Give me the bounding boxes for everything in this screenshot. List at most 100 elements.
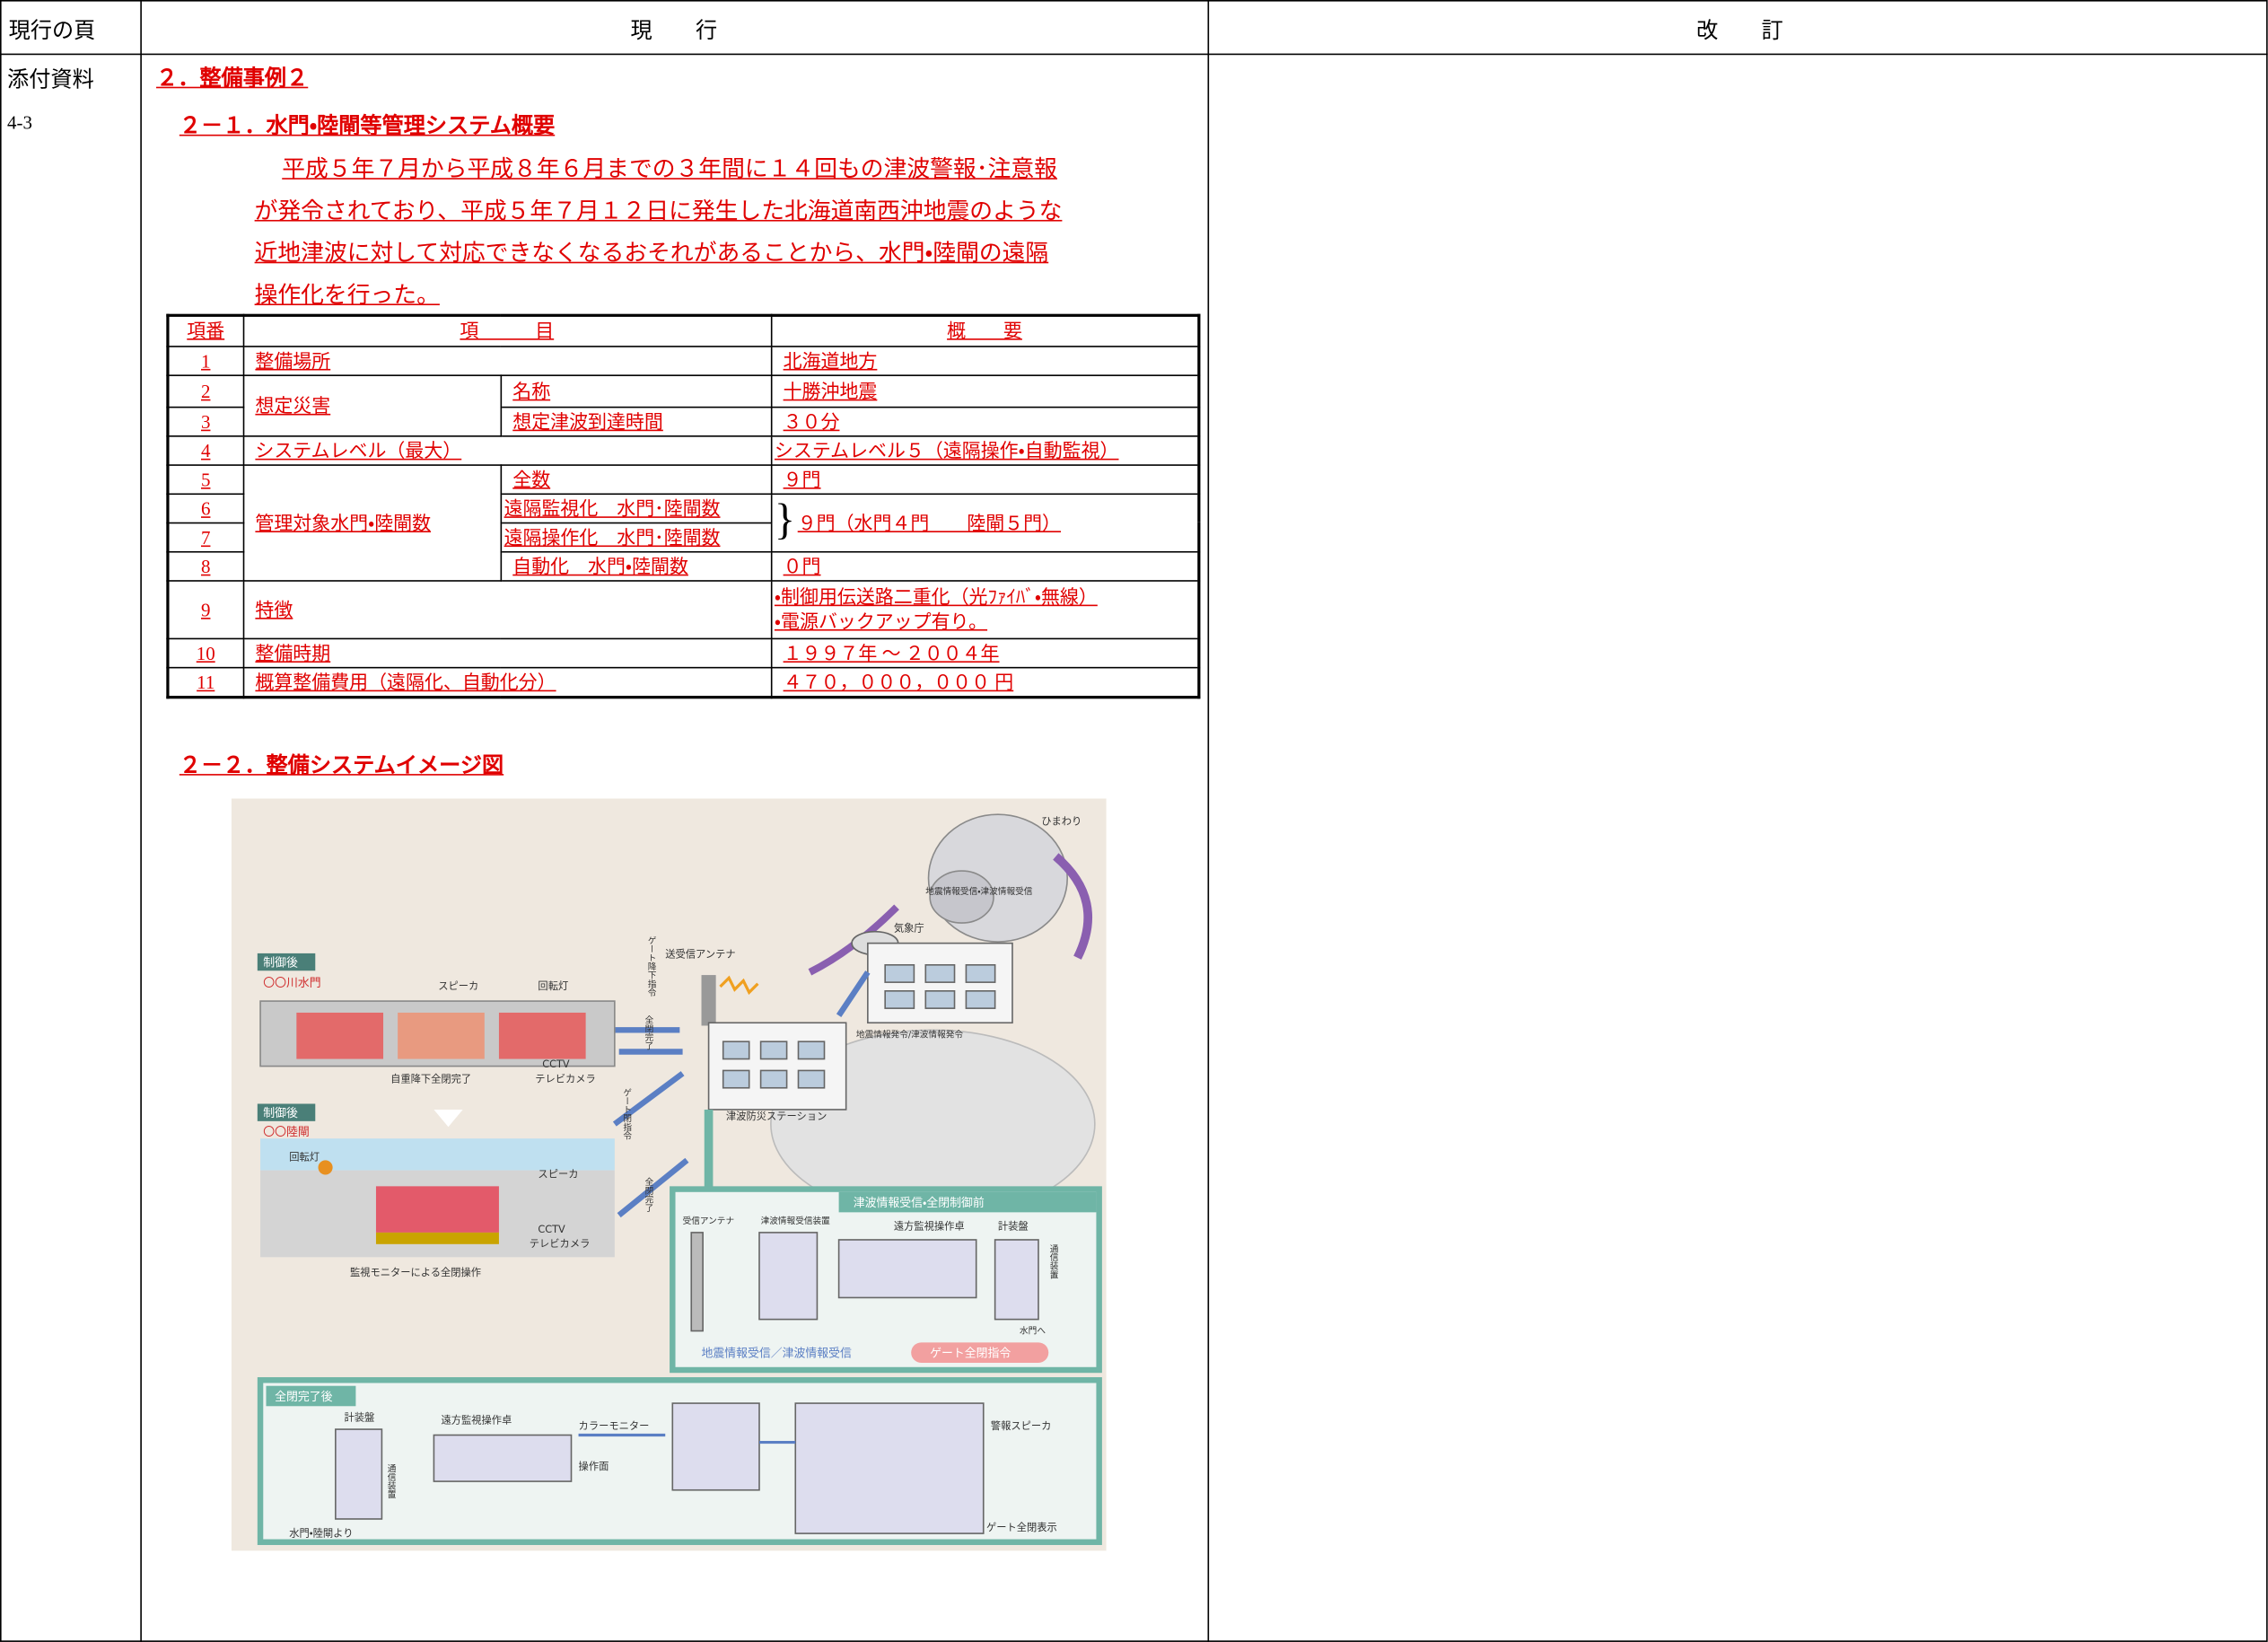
header-divider [0,53,2268,56]
window [965,963,996,983]
window [924,963,956,983]
diagram-label: 地震情報受信・津波情報受信 [925,886,1033,897]
paragraph-line: 近地津波に対して対応できなくなるおそれがあることから、水門・陸閘の遠隔 [254,241,1049,267]
diagram-label: 回転灯 [538,980,568,992]
diagram-label: 全閉完了 [643,1177,653,1212]
diagram-label: カラーモニター [579,1420,650,1432]
window [965,990,996,1009]
diagram-label: ゲート降下指令 [646,936,657,997]
diagram-label: ゲート全閉表示 [986,1521,1057,1533]
window [884,963,915,983]
overview: 十勝沖地震 [770,373,1200,408]
overview: ・制御用伝送路二重化（光ﾌｧｲﾊﾞ・無線） ・電源バックアップ有り。 [770,579,1200,639]
sub-item: 名称 [499,373,772,408]
item: 整備場所 [241,345,772,376]
gate-leaf [398,1012,485,1059]
diagram-label: 通信装置 [1048,1244,1059,1279]
overview-line: ・制御用伝送路二重化（光ﾌｧｲﾊﾞ・無線） [774,585,1098,608]
satellite-part [929,870,994,924]
signal-arrow [612,1027,689,1218]
display-panel [794,1402,985,1534]
overview: 北海道地方 [770,345,1200,376]
spec-table: 項番 項 目 概 要 1 整備場所 北海道地方 2 想定災害 名称 十勝沖地震 … [166,313,1201,699]
sub-item: 想定津波到達時間 [499,405,772,436]
item: 想定災害 [241,373,502,436]
link-arrow [578,1433,796,1444]
item: 整備時期 [241,637,772,668]
row-number: 1 [167,345,244,376]
row-number: 8 [167,550,244,581]
diagram-label: 津波防災ステーション [726,1110,827,1122]
diagram-label: 操作面 [579,1460,609,1472]
page-ref-label: 添付資料 [7,69,94,93]
window [722,1041,750,1060]
diagram-label: 気象庁 [894,922,924,935]
item: 概算整備費用（遠隔化、自動化分） [241,666,772,698]
overview: ３０分 [770,405,1200,436]
diagram-label: CCTV [538,1224,565,1235]
row-number: 5 [167,463,244,495]
color-monitor [671,1402,760,1491]
row-number: 7 [167,521,244,552]
diagram-label: 〇〇川水門 [263,977,320,990]
page-ref-number: 4-3 [7,111,33,134]
header-revised: 改 訂 [1696,20,1783,44]
diagram-label: 回転灯 [289,1151,320,1163]
signal-arrow [1053,853,1092,960]
row-number: 3 [167,405,244,436]
overview: ４７０，０００，０００ 円 [770,666,1200,698]
panel-header [266,1385,356,1407]
diagram-label: 水門・陸閘より [289,1527,353,1539]
system-diagram: ひまわり地震情報受信・津波情報受信気象庁送受信アンテナゲート降下指令地震情報発令… [231,798,1107,1551]
table-header: 項 目 [241,314,772,347]
overview: １９９７年 ～ ２００４年 [770,637,1200,668]
diagram-label: テレビカメラ [535,1073,596,1084]
gate-leaf [498,1012,586,1059]
receiver [758,1232,819,1321]
row-number: 6 [167,492,244,523]
window [722,1069,750,1089]
window [759,1041,788,1060]
section-title: ２．整備事例２ [156,65,309,92]
diagram-label: 計装盤 [345,1410,375,1423]
overview: ０門 [770,550,1200,581]
row-number: 10 [167,637,244,668]
sub-item: 自動化 水門・陸閘数 [499,550,772,581]
brace: } [774,495,796,544]
item: 特徴 [241,579,772,639]
sub-item: 遠隔操作化 水門･陸閘数 [499,521,772,552]
down-arrow [433,1109,463,1128]
row-number: 2 [167,373,244,408]
diagram-label: CCTV [542,1058,570,1070]
item: システムレベル（最大） [241,435,772,466]
window [759,1069,788,1089]
row-number: 11 [167,666,244,698]
column-divider [140,0,142,1642]
diagram-label: 通信装置 [386,1464,397,1499]
diagram-label: 津波情報受信装置 [761,1216,831,1226]
diagram-label: 計装盤 [998,1220,1029,1233]
overview: ９門 [770,463,1200,495]
diagram-label: テレビカメラ [530,1238,591,1250]
diagram-label: スピーカ [538,1169,578,1181]
diagram-label: 送受信アンテナ [665,948,735,961]
diagram-label: 制御後 [263,1107,298,1120]
window [797,1069,826,1089]
instrument-panel [335,1428,383,1520]
signal-arrow [836,970,871,1017]
diagram-label: 受信アンテナ [683,1216,735,1226]
column-divider [1207,0,1210,1642]
diagram-label: 監視モニターによる全閉操作 [350,1266,481,1278]
diagram-label: 〇〇陸閘 [263,1126,310,1139]
diagram-label: 制御後 [263,956,298,970]
header-current-page: 現行の頁 [8,20,96,44]
rotary-lamp [318,1160,333,1175]
window [797,1041,826,1060]
diagram-label: 自重降下全閉完了 [390,1072,471,1084]
table-header: 項番 [167,314,244,347]
overview-line: ・電源バックアップ有り。 [774,610,988,633]
diagram-label: 水門へ [1020,1326,1046,1337]
